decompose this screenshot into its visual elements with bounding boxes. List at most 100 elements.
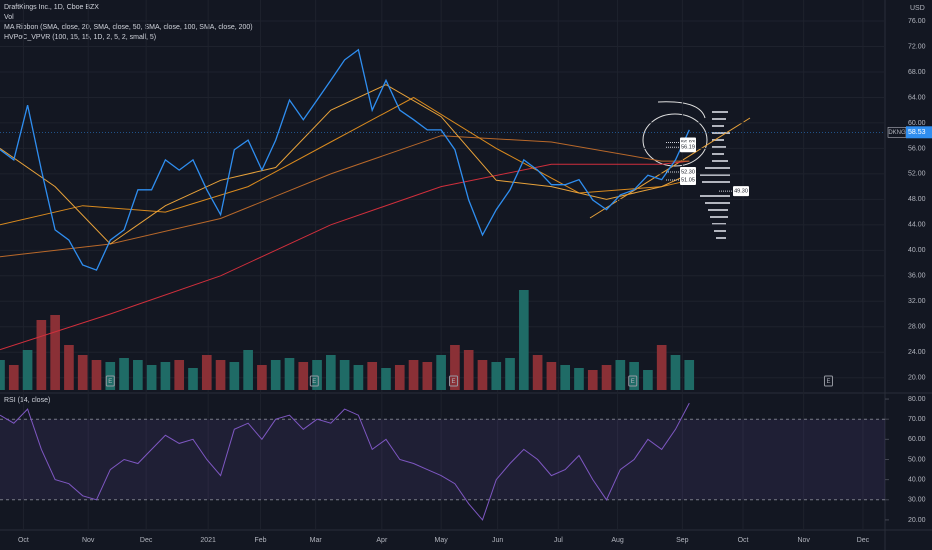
y-tick-label: 72.00 <box>908 43 926 50</box>
ribbon-title: MA Ribbon (SMA, close, 20, SMA, close, 5… <box>4 24 253 31</box>
y-tick-label: 60.00 <box>908 120 926 127</box>
x-tick-label: Sep <box>676 537 689 544</box>
moving-average <box>0 135 690 258</box>
volume-bar <box>201 355 212 390</box>
volume-bar <box>367 362 378 390</box>
volume-bar <box>133 360 143 390</box>
volume-bar <box>574 368 584 390</box>
earnings-marker <box>309 375 319 387</box>
volume-bar <box>229 362 240 390</box>
x-tick-label: Nov <box>797 537 810 544</box>
volume-bar <box>77 355 88 390</box>
earnings-marker <box>449 375 459 387</box>
volume-bar <box>656 345 667 390</box>
y-tick-label: 24.00 <box>908 349 926 356</box>
moving-average <box>0 160 690 351</box>
volume-bar <box>284 358 295 390</box>
volume-bar <box>353 365 364 390</box>
volume-bar <box>381 368 391 390</box>
y-tick-label: 48.00 <box>908 196 926 203</box>
y-tick-label: 56.00 <box>908 145 926 152</box>
annotation-label: 56.19 <box>681 145 695 151</box>
rsi-band <box>0 419 885 500</box>
x-tick-label: Dec <box>857 537 870 544</box>
rsi-title: RSI (14, close) <box>4 397 50 404</box>
volume-bar <box>146 365 157 390</box>
price-line <box>0 48 690 271</box>
volume-bar <box>422 362 433 390</box>
annotation-label: 49.30 <box>734 189 748 195</box>
volume-bar <box>339 360 350 390</box>
y-tick-label: 32.00 <box>908 298 926 305</box>
volume-bar <box>312 360 322 390</box>
volume-bar <box>546 362 557 390</box>
x-tick-label: Nov <box>82 537 95 544</box>
volume-bar <box>22 350 33 390</box>
volume-bar <box>215 360 226 390</box>
volume-bar <box>36 320 47 390</box>
volume-bar <box>601 365 612 390</box>
volume-bar <box>491 362 502 390</box>
volume-bar <box>560 365 571 390</box>
y-tick-label: 52.00 <box>908 171 926 178</box>
earnings-label: E <box>108 379 112 385</box>
x-tick-label: 2021 <box>200 537 216 544</box>
annotation-label: 51.05 <box>681 177 695 183</box>
volume-bar <box>519 290 529 390</box>
annotation-box <box>680 142 696 153</box>
volume-bar <box>0 360 5 390</box>
x-tick-label: Aug <box>611 537 624 544</box>
y-tick-label: 40.00 <box>908 476 926 483</box>
last-price-tag <box>906 126 932 139</box>
volume-bar <box>477 360 488 390</box>
volume-bar <box>532 355 543 390</box>
x-tick-label: Oct <box>18 537 29 544</box>
volume-bar <box>587 370 598 390</box>
volume-bar <box>91 360 102 390</box>
symbol-title: DraftKings Inc., 1D, Cboe BZX <box>4 4 99 11</box>
y-tick-label: 44.00 <box>908 222 926 229</box>
volume-bar <box>408 360 419 390</box>
annotation-label: 52.30 <box>681 169 695 175</box>
y-tick-label: 20.00 <box>908 375 926 382</box>
y-tick-label: 36.00 <box>908 273 926 280</box>
volume-bar <box>160 362 171 390</box>
moving-average <box>0 84 690 245</box>
x-tick-label: Oct <box>738 537 749 544</box>
x-tick-label: May <box>435 537 449 544</box>
volume-bar <box>298 362 309 390</box>
annotation-box <box>680 174 696 185</box>
volume-bar <box>257 365 267 390</box>
y-tick-label: 68.00 <box>908 69 926 76</box>
volume-bar <box>188 368 198 390</box>
volume-bar <box>450 345 460 390</box>
earnings-label: E <box>312 379 316 385</box>
x-tick-label: Jul <box>554 537 563 544</box>
earnings-marker <box>823 375 833 387</box>
x-tick-label: Dec <box>140 537 153 544</box>
y-tick-label: 76.00 <box>908 18 926 25</box>
volume-bar <box>684 360 695 390</box>
earnings-marker <box>105 375 115 387</box>
volume-bar <box>8 365 19 390</box>
y-tick-label: 50.00 <box>908 456 926 463</box>
y-tick-label: 40.00 <box>908 247 926 254</box>
volume-bar <box>50 315 60 390</box>
volume-title: Vol <box>4 14 14 21</box>
volume-bar <box>643 370 653 390</box>
volume-bar <box>463 350 474 390</box>
annotation-box <box>733 186 749 197</box>
earnings-label: E <box>826 379 830 385</box>
x-tick-label: Apr <box>376 537 388 544</box>
profile-title: HVPoC_VPVR (100, 15, 15, 1D, 2, 5, 2, sm… <box>4 34 156 41</box>
volume-bar <box>119 358 129 390</box>
volume-bar <box>436 355 446 390</box>
y-tick-label: 28.00 <box>908 324 926 331</box>
earnings-label: E <box>452 379 456 385</box>
currency: USD <box>910 5 925 12</box>
earnings-label: E <box>631 379 635 385</box>
rsi-line <box>0 402 690 521</box>
volume-bar <box>505 358 515 390</box>
volume-bar <box>243 350 253 390</box>
